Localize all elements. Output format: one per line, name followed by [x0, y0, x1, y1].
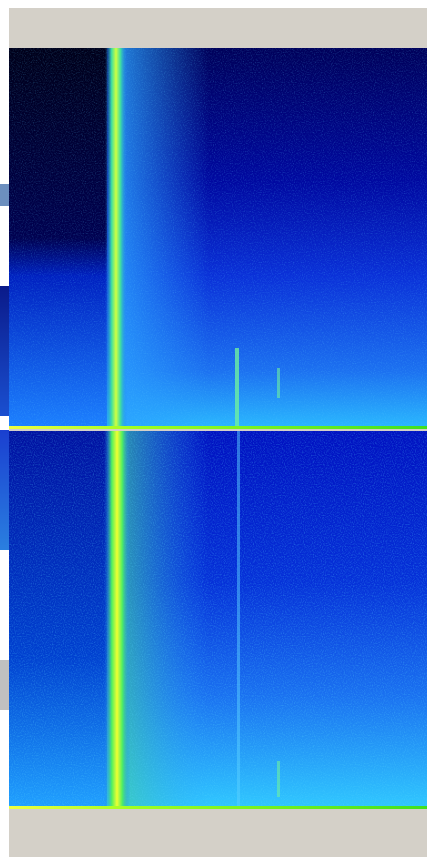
background-window — [0, 0, 9, 857]
background-window-panel — [0, 660, 9, 710]
background-window-image-top — [0, 286, 9, 416]
spectrogram-channel-top[interactable] — [9, 48, 427, 428]
spectrogram-bottom-image — [9, 431, 427, 809]
window-status-area — [9, 812, 427, 857]
spectrogram-top-image — [9, 48, 427, 428]
background-window-waveform — [0, 590, 9, 650]
spectrogram-channel-bottom[interactable] — [9, 431, 427, 809]
channel-divider — [9, 426, 427, 429]
background-window-image-bottom — [0, 430, 9, 550]
background-window-titlebar — [0, 184, 9, 206]
window-toolbar-area — [9, 8, 427, 48]
channel-divider-bottom — [9, 806, 427, 809]
